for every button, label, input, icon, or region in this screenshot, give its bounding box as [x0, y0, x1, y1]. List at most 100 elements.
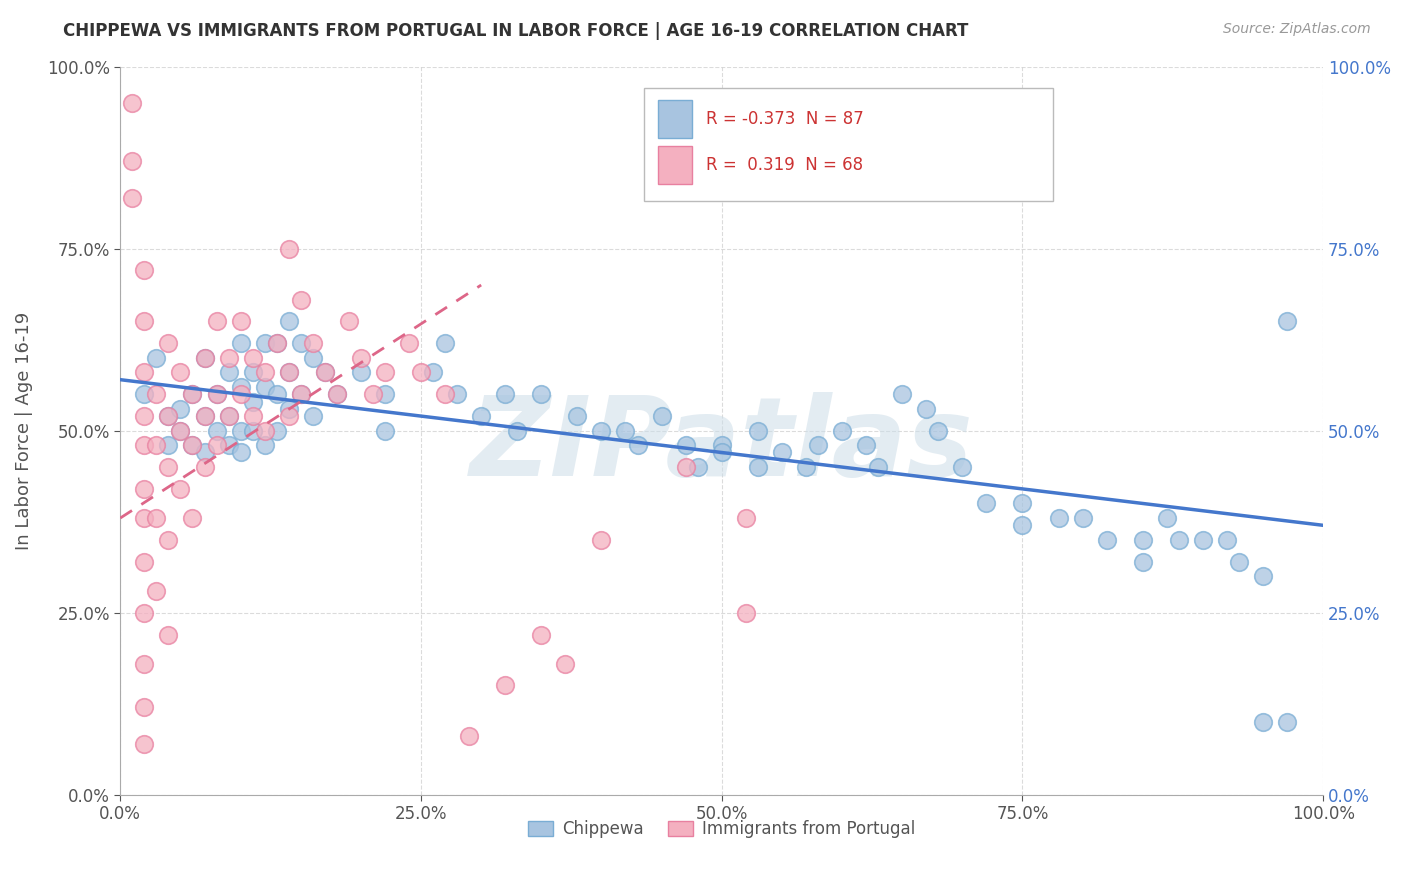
Point: [446, 387, 468, 401]
Point: [470, 409, 492, 423]
Point: [169, 424, 191, 438]
Text: CHIPPEWA VS IMMIGRANTS FROM PORTUGAL IN LABOR FORCE | AGE 16-19 CORRELATION CHAR: CHIPPEWA VS IMMIGRANTS FROM PORTUGAL IN …: [63, 22, 969, 40]
Point: [157, 438, 180, 452]
Text: ZIPatlas: ZIPatlas: [470, 392, 973, 499]
Point: [1011, 518, 1033, 533]
Point: [301, 409, 323, 423]
Point: [134, 606, 156, 620]
Point: [290, 293, 312, 307]
Point: [1095, 533, 1118, 547]
Point: [1251, 569, 1274, 583]
Point: [868, 460, 890, 475]
Point: [205, 387, 228, 401]
Point: [927, 424, 949, 438]
Point: [950, 460, 973, 475]
Point: [134, 314, 156, 328]
Point: [494, 678, 516, 692]
Point: [530, 387, 553, 401]
Point: [218, 409, 240, 423]
Point: [1227, 555, 1250, 569]
Point: [121, 191, 143, 205]
Point: [710, 438, 733, 452]
Point: [134, 387, 156, 401]
Point: [242, 394, 264, 409]
Point: [290, 387, 312, 401]
Point: [591, 533, 613, 547]
Point: [314, 365, 336, 379]
Point: [506, 424, 529, 438]
Point: [675, 438, 697, 452]
Point: [1047, 511, 1070, 525]
Point: [253, 424, 276, 438]
Point: [229, 387, 252, 401]
Point: [157, 336, 180, 351]
Point: [614, 424, 637, 438]
Point: [242, 409, 264, 423]
Point: [747, 424, 769, 438]
Point: [807, 438, 830, 452]
Point: [409, 365, 432, 379]
Point: [398, 336, 420, 351]
Point: [181, 438, 204, 452]
Point: [290, 387, 312, 401]
Y-axis label: In Labor Force | Age 16-19: In Labor Force | Age 16-19: [15, 311, 32, 549]
Point: [229, 336, 252, 351]
Point: [134, 438, 156, 452]
Point: [169, 424, 191, 438]
Point: [326, 387, 349, 401]
Point: [554, 657, 576, 671]
Point: [1132, 533, 1154, 547]
Point: [266, 424, 288, 438]
Point: [734, 606, 756, 620]
Point: [1251, 714, 1274, 729]
Point: [530, 627, 553, 641]
Point: [134, 737, 156, 751]
Point: [229, 445, 252, 459]
Point: [458, 730, 481, 744]
Point: [145, 387, 167, 401]
Point: [181, 387, 204, 401]
Point: [134, 657, 156, 671]
Point: [290, 336, 312, 351]
Text: R = -0.373  N = 87: R = -0.373 N = 87: [706, 110, 863, 128]
Point: [157, 460, 180, 475]
Point: [266, 336, 288, 351]
Point: [205, 387, 228, 401]
Point: [205, 424, 228, 438]
Point: [277, 409, 299, 423]
Point: [770, 445, 793, 459]
Point: [218, 351, 240, 365]
Point: [181, 438, 204, 452]
Point: [976, 496, 998, 510]
Point: [157, 409, 180, 423]
Point: [1275, 714, 1298, 729]
Point: [337, 314, 360, 328]
Point: [157, 627, 180, 641]
Point: [651, 409, 673, 423]
Point: [229, 380, 252, 394]
Point: [770, 147, 793, 161]
Point: [205, 438, 228, 452]
Point: [361, 387, 384, 401]
Point: [277, 365, 299, 379]
Point: [1071, 511, 1094, 525]
Point: [326, 387, 349, 401]
Point: [242, 365, 264, 379]
Point: [710, 445, 733, 459]
Point: [253, 365, 276, 379]
Point: [277, 314, 299, 328]
Bar: [658, 146, 692, 184]
Point: [134, 511, 156, 525]
Point: [494, 387, 516, 401]
Point: [855, 438, 877, 452]
Point: [301, 351, 323, 365]
Point: [134, 482, 156, 496]
Point: [675, 460, 697, 475]
Point: [205, 314, 228, 328]
Point: [266, 387, 288, 401]
Point: [169, 365, 191, 379]
Point: [169, 401, 191, 416]
Point: [134, 555, 156, 569]
Point: [145, 351, 167, 365]
FancyBboxPatch shape: [644, 88, 1053, 202]
